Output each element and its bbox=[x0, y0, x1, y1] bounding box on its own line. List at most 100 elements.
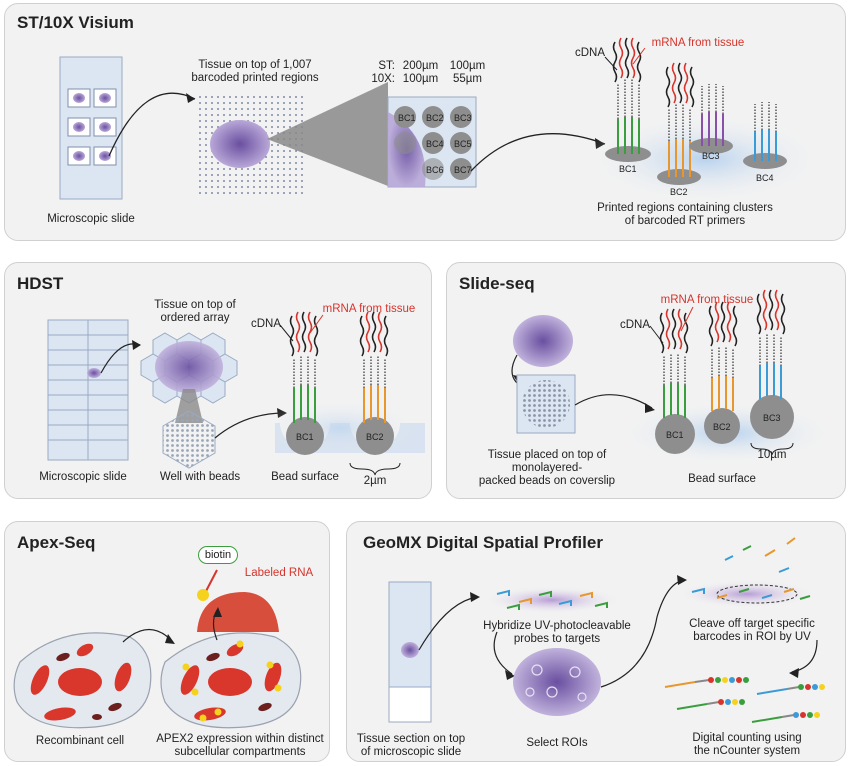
geomx-illustration bbox=[388, 537, 825, 723]
slideseq-tissue-label-3: packed beads on coverslip bbox=[478, 475, 616, 487]
hdst-bead-bc2 bbox=[356, 311, 394, 455]
slideseq-cdna-label: cDNA bbox=[619, 319, 651, 331]
hdst-bead-bc1 bbox=[286, 311, 324, 455]
cleave-label-1: Cleave off target specific bbox=[689, 618, 815, 630]
st-cluster-bc3-label: BC3 bbox=[702, 151, 720, 161]
st-cluster-bc4-label: BC4 bbox=[756, 173, 774, 183]
slideseq-size-label: 10µm bbox=[757, 449, 787, 461]
hdst-illustration: BC1 BC2 bbox=[47, 311, 425, 476]
select-rois-tissue bbox=[513, 648, 601, 716]
biotin-badge: biotin bbox=[198, 546, 238, 564]
hdst-size-brace bbox=[349, 462, 401, 476]
st-bc1-label: BC1 bbox=[398, 113, 416, 123]
st-bc6-label: BC6 bbox=[426, 165, 444, 175]
digital-counting-label-1: Digital counting using bbox=[692, 732, 802, 744]
apex-biotin-dot bbox=[197, 589, 209, 601]
geomx-panel: GeoMX Digital Spatial Profiler bbox=[346, 521, 846, 762]
hdst-panel: HDST bbox=[4, 262, 432, 499]
st-visium-panel: ST/10X Visium bbox=[4, 3, 846, 241]
st-tissue-label-1: Tissue on top of 1,007 bbox=[198, 59, 312, 71]
tenx-row-val-2: 55µm bbox=[453, 73, 482, 85]
st-mrna-label: mRNA from tissue bbox=[651, 37, 745, 49]
st-arrow-2 bbox=[470, 133, 606, 172]
slideseq-panel: Slide-seq bbox=[446, 262, 846, 499]
st-tissue-label-2: barcoded printed regions bbox=[191, 72, 319, 84]
digital-counting-label-2: the nCounter system bbox=[693, 745, 801, 757]
hdst-cdna-label: cDNA bbox=[250, 318, 282, 330]
slideseq-size-brace bbox=[750, 442, 794, 456]
tissue-section-label-2: of microscopic slide bbox=[360, 746, 462, 758]
slideseq-tissue-label-1: Tissue placed on top of bbox=[487, 449, 607, 461]
slideseq-bead-bc1 bbox=[655, 308, 695, 454]
slideseq-panel-title: Slide-seq bbox=[459, 274, 535, 293]
apex2-expression-label-2: subcellular compartments bbox=[174, 746, 306, 758]
apex-illustration bbox=[13, 569, 302, 729]
cleaved-barcodes bbox=[724, 537, 796, 573]
ncounter-strands bbox=[664, 677, 825, 723]
hdst-tissue-label-1: Tissue on top of bbox=[154, 299, 236, 311]
labeled-rna-label: Labeled RNA bbox=[244, 567, 314, 579]
st-bc2-label: BC2 bbox=[426, 113, 444, 123]
slideseq-bead-surface-label: Bead surface bbox=[688, 473, 756, 485]
st-cluster-bc4 bbox=[743, 102, 787, 169]
slideseq-illustration: BC1 BC2 BC3 bbox=[511, 289, 837, 465]
geomx-panel-title: GeoMX Digital Spatial Profiler bbox=[363, 533, 603, 552]
recombinant-cell-label: Recombinant cell bbox=[35, 735, 125, 747]
st-row-label: ST: bbox=[378, 60, 395, 72]
hybridize-probes bbox=[482, 586, 622, 614]
slideseq-bead-bc2 bbox=[704, 301, 740, 444]
slideseq-bc3-label: BC3 bbox=[763, 413, 781, 423]
apex2-markers bbox=[182, 640, 282, 722]
st-cluster-bc2 bbox=[657, 62, 701, 185]
st-cluster-bc1 bbox=[605, 37, 651, 162]
hdst-slide-grid bbox=[48, 320, 128, 460]
cleave-roi bbox=[677, 580, 817, 608]
st-cluster-bc2-label: BC2 bbox=[670, 187, 688, 197]
apex-panel: Apex-Seq bbox=[4, 521, 330, 762]
apex-panel-title: Apex-Seq bbox=[17, 533, 96, 552]
slideseq-bc2-label: BC2 bbox=[713, 422, 731, 432]
hdst-panel-title: HDST bbox=[17, 274, 64, 293]
st-cdna-leader bbox=[604, 56, 618, 71]
st-printed-label-2: of barcoded RT primers bbox=[624, 215, 746, 227]
st-bc7-label: BC7 bbox=[454, 165, 472, 175]
st-barcode-spots bbox=[394, 106, 472, 180]
st-printed-label-1: Printed regions containing clusters bbox=[597, 202, 773, 214]
slideseq-tissue-label-2: monolayered- bbox=[511, 462, 583, 474]
slideseq-bead-monolayer bbox=[522, 380, 570, 428]
hdst-bc2-label: BC2 bbox=[366, 432, 384, 442]
hdst-slide-label: Microscopic slide bbox=[39, 471, 127, 483]
cleave-label-2: barcodes in ROI by UV bbox=[693, 631, 811, 643]
slideseq-bc1-label: BC1 bbox=[666, 430, 684, 440]
st-row-val-1: 200µm bbox=[402, 60, 439, 72]
st-cluster-bc1-label: BC1 bbox=[619, 164, 637, 174]
st-bc4-label: BC4 bbox=[426, 139, 444, 149]
st-illustration: BC1 BC2 BC3 BC4 BC5 BC6 BC7 bbox=[59, 37, 825, 204]
hdst-tissue-label-2: ordered array bbox=[160, 312, 230, 324]
slideseq-mrna-label: mRNA from tissue bbox=[660, 294, 754, 306]
st-arrow-1 bbox=[108, 92, 196, 157]
st-slide-label: Microscopic slide bbox=[47, 213, 135, 225]
st-panel-title: ST/10X Visium bbox=[17, 13, 134, 32]
hdst-well-label: Well with beads bbox=[159, 471, 241, 483]
tissue-section-label-1: Tissue section on top bbox=[356, 733, 466, 745]
slideseq-tissue bbox=[513, 315, 573, 367]
hdst-bc1-label: BC1 bbox=[296, 432, 314, 442]
hybridize-label-1: Hybridize UV-photocleavable bbox=[483, 620, 631, 632]
select-rois-label: Select ROIs bbox=[526, 737, 588, 749]
st-row-val-2: 100µm bbox=[449, 60, 486, 72]
st-bc3-label: BC3 bbox=[454, 113, 472, 123]
apex2-expression-label-1: APEX2 expression within distinct bbox=[156, 733, 324, 745]
hdst-mrna-label: mRNA from tissue bbox=[322, 303, 416, 315]
tenx-row-label: 10X: bbox=[371, 73, 395, 85]
st-cdna-label: cDNA bbox=[574, 47, 606, 59]
hdst-bead-surface-label: Bead surface bbox=[271, 471, 339, 483]
st-array-tissue bbox=[210, 120, 270, 168]
slideseq-bead-bc3 bbox=[750, 289, 794, 439]
hdst-size-label: 2µm bbox=[363, 475, 387, 487]
tenx-row-val-1: 100µm bbox=[402, 73, 439, 85]
st-mrna-leader bbox=[632, 47, 646, 65]
apex-membrane-dome bbox=[197, 592, 279, 632]
st-bc5-label: BC5 bbox=[454, 139, 472, 149]
hybridize-label-2: probes to targets bbox=[513, 633, 601, 645]
